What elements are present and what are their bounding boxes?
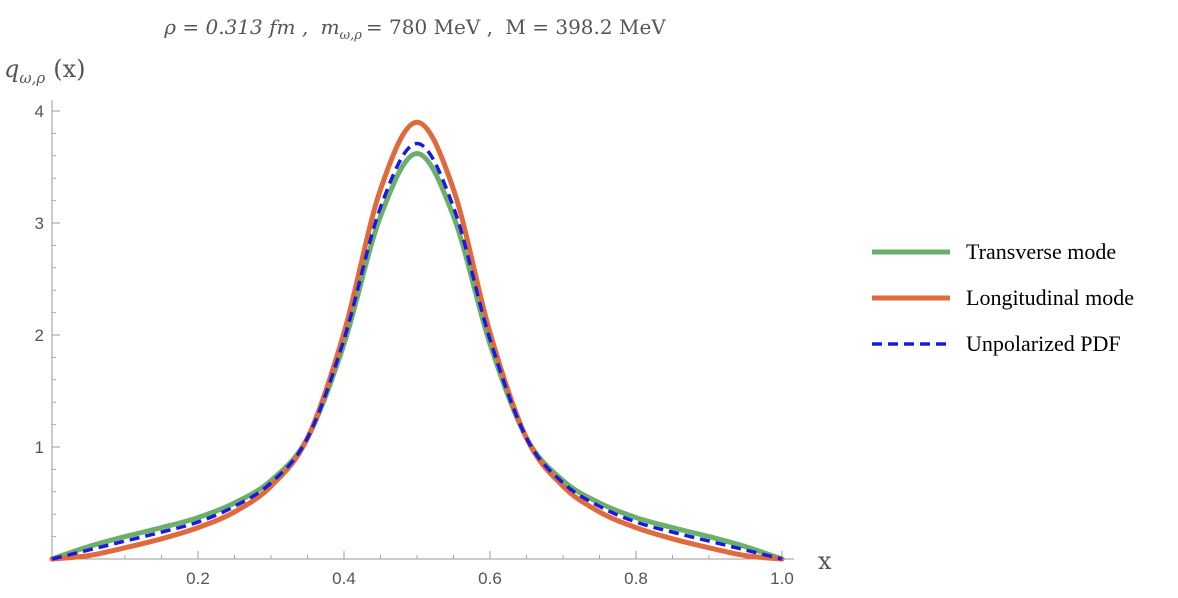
y-tick-label: 1 [35,438,44,457]
title-m-subscript: ω,ρ [340,28,363,43]
x-tick-label: 0.2 [186,569,210,588]
legend: Transverse mode Longitudinal mode Unpola… [872,239,1134,356]
x-tick-label: 0.4 [332,569,356,588]
legend-label-longitudinal: Longitudinal mode [966,285,1134,310]
x-tick-label: 0.6 [478,569,502,588]
y-label-subscript: ω,ρ [19,69,45,87]
legend-item-transverse: Transverse mode [872,239,1116,264]
legend-label-unpolarized: Unpolarized PDF [966,331,1121,356]
y-tick-label: 3 [35,214,44,233]
legend-item-unpolarized: Unpolarized PDF [872,331,1121,356]
series-line-unpolarized [51,141,783,561]
title-mass: M = 398.2 MeV [505,15,666,39]
x-tick-label: 0.8 [624,569,648,588]
legend-label-transverse: Transverse mode [966,239,1116,264]
legend-item-longitudinal: Longitudinal mode [872,285,1134,310]
y-tick-label: 4 [35,102,44,121]
x-axis-label: x [818,547,832,575]
series-line-longitudinal [49,119,785,562]
chart-title: ρ = 0.313 fm , mω,ρ = 780 MeV , M = 398.2… [163,15,666,43]
title-rho: ρ = 0.313 fm , [163,15,308,39]
y-tick-label: 2 [35,326,44,345]
y-axis-label: qω,ρ (x) [4,55,85,87]
title-m: m [321,15,340,39]
y-label-arg: (x) [53,55,85,83]
y-label-q: q [4,55,19,83]
title-m-value: = 780 MeV , [366,15,493,39]
x-tick-label: 1.0 [770,569,794,588]
series-line-transverse [49,151,785,562]
